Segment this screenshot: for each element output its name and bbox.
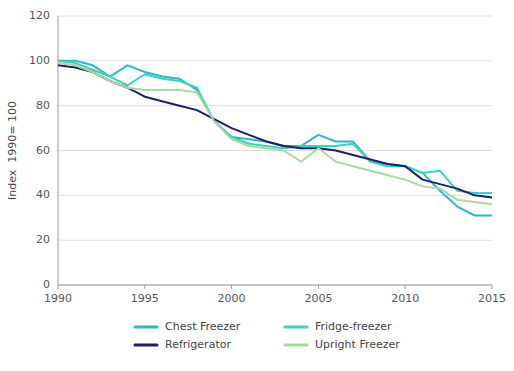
y-tick-label: 80	[36, 99, 50, 112]
series-line	[58, 63, 492, 204]
legend: Chest Freezer Fridge-freezer Refrigerator U…	[135, 320, 400, 351]
chart: 0 20 40 60 80 100 120 1990 1995 2000 2005 2010 2015 I…	[0, 0, 514, 371]
x-tick	[58, 285, 59, 289]
legend-label: Fridge-freezer	[315, 320, 392, 333]
x-axis-line	[58, 285, 492, 286]
grid-line	[58, 16, 492, 17]
legend-swatch	[135, 344, 157, 347]
x-tick-label: 2000	[218, 292, 246, 305]
x-tick-label: 2015	[478, 292, 506, 305]
x-tick	[405, 285, 406, 289]
x-tick	[144, 285, 145, 289]
series-line	[58, 61, 492, 193]
x-tick	[318, 285, 319, 289]
x-tick-label: 2005	[304, 292, 332, 305]
legend-swatch	[135, 326, 157, 329]
y-tick-label: 120	[29, 9, 50, 22]
legend-swatch	[285, 344, 307, 347]
x-tick-label: 1995	[131, 292, 159, 305]
y-tick-label: 40	[36, 188, 50, 201]
grid-line	[58, 285, 492, 286]
y-axis-label: Index 1990= 100	[6, 101, 19, 200]
legend-label: Upright Freezer	[315, 338, 400, 351]
series-line	[58, 61, 492, 216]
grid	[58, 16, 492, 285]
y-tick-label: 0	[43, 278, 50, 291]
legend-label: Refrigerator	[165, 338, 231, 351]
grid-line	[58, 195, 492, 196]
grid-line	[58, 60, 492, 61]
y-tick-label: 100	[29, 54, 50, 67]
y-tick-label: 20	[36, 233, 50, 246]
grid-line	[58, 240, 492, 241]
x-tick	[231, 285, 232, 289]
y-tick-label: 60	[36, 144, 50, 157]
x-tick-label: 1990	[44, 292, 72, 305]
series-lines	[58, 61, 492, 216]
x-tick	[492, 285, 493, 289]
legend-label: Chest Freezer	[165, 320, 241, 333]
y-axis-line	[58, 16, 59, 285]
grid-line	[58, 105, 492, 106]
legend-swatch	[285, 326, 307, 329]
x-tick-label: 2010	[391, 292, 419, 305]
